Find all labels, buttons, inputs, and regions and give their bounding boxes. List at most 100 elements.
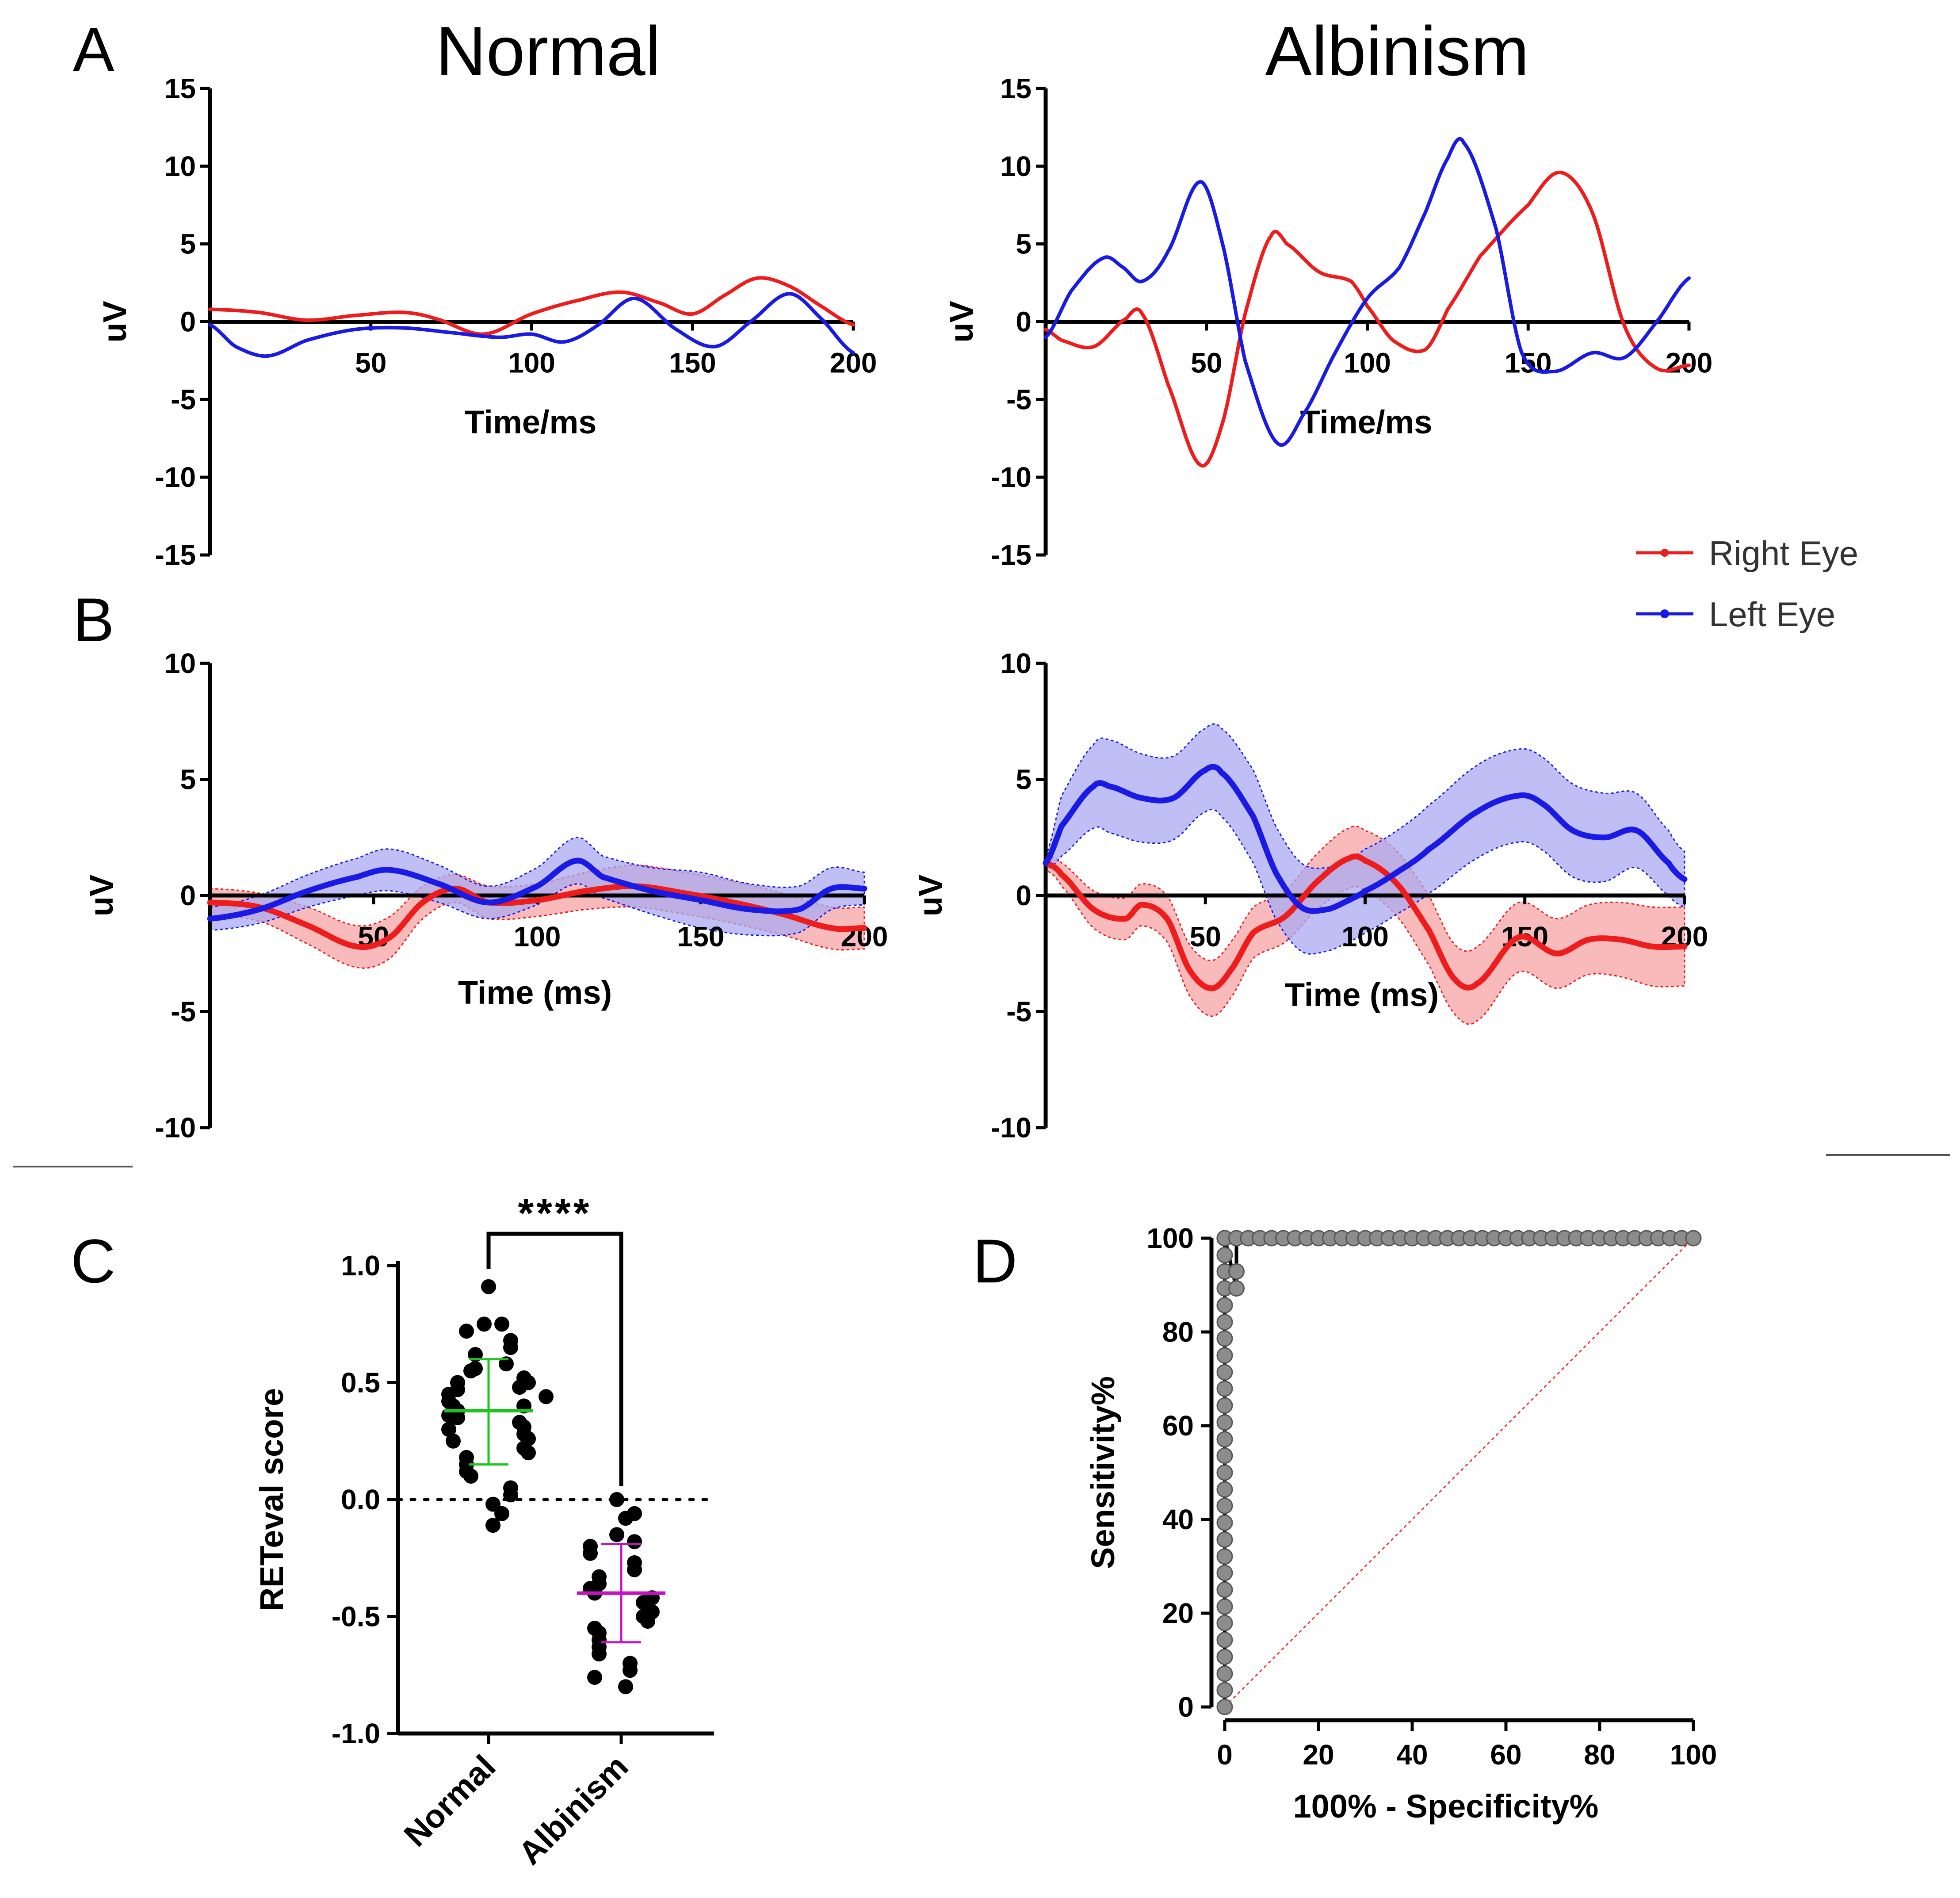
- band-right-eye: [1045, 825, 1685, 1025]
- data-point-normal: [494, 1506, 509, 1521]
- panel-letter-c: C: [71, 1226, 115, 1296]
- y-tick-label: -10: [991, 461, 1032, 493]
- data-point-normal: [539, 1389, 554, 1404]
- y-tick-label: 1.0: [341, 1250, 380, 1282]
- band-left-eye: [1045, 723, 1685, 955]
- y-tick-label: 5: [180, 228, 196, 260]
- data-point-normal: [503, 1487, 518, 1503]
- legend-left-eye-label: Left Eye: [1709, 595, 1835, 634]
- y-tick-label: -0.5: [332, 1601, 380, 1633]
- data-point-albinism: [618, 1679, 633, 1695]
- roc-point: [1216, 1330, 1233, 1347]
- x-tick-label: 200: [1666, 347, 1713, 379]
- x-tick-label: 20: [1303, 1739, 1334, 1771]
- roc-point: [1216, 1531, 1233, 1548]
- x-tick-label: 100: [1670, 1739, 1717, 1771]
- x-axis-label: Time (ms): [458, 974, 612, 1011]
- y-tick-label: 100: [1146, 1222, 1194, 1254]
- x-tick-label: 50: [1190, 921, 1221, 953]
- data-point-normal: [441, 1422, 456, 1437]
- x-tick-label: 100: [514, 921, 561, 953]
- roc-point: [1216, 1347, 1233, 1364]
- roc-point: [1216, 1414, 1233, 1431]
- y-tick-label: 0: [1016, 306, 1032, 338]
- data-point-albinism: [609, 1492, 624, 1507]
- x-tick-label: 60: [1490, 1739, 1521, 1771]
- y-axis-label: Sensitivity%: [1085, 1376, 1121, 1569]
- x-tick-label: 80: [1584, 1739, 1615, 1771]
- title-normal: Normal: [436, 12, 661, 90]
- roc-point: [1216, 1548, 1233, 1565]
- data-point-albinism: [618, 1511, 633, 1526]
- data-point-normal: [485, 1518, 501, 1533]
- roc-point: [1216, 1431, 1233, 1448]
- data-point-albinism: [627, 1562, 642, 1577]
- y-tick-label: 80: [1162, 1316, 1194, 1348]
- roc-point: [1216, 1497, 1233, 1514]
- data-point-albinism: [627, 1534, 642, 1550]
- data-point-normal: [463, 1363, 478, 1379]
- significance-stars: ****: [518, 1191, 592, 1236]
- y-tick-label: 5: [180, 764, 196, 796]
- y-tick-label: 15: [1000, 73, 1032, 104]
- y-tick-label: -5: [171, 996, 196, 1028]
- roc-point: [1228, 1263, 1245, 1280]
- roc-point: [1216, 1247, 1233, 1263]
- data-point-normal: [494, 1316, 509, 1332]
- y-tick-label: -15: [991, 539, 1032, 571]
- roc-point: [1216, 1649, 1233, 1665]
- y-tick-label: 5: [1016, 228, 1032, 260]
- x-tick-label: 0: [1217, 1739, 1233, 1771]
- y-tick-label: 10: [1000, 647, 1032, 679]
- x-axis-label: Time/ms: [1300, 404, 1433, 440]
- y-axis-label: uV: [912, 875, 949, 917]
- data-point-normal: [450, 1410, 465, 1425]
- roc-point: [1216, 1314, 1233, 1331]
- x-axis-label: 100% - Specificity%: [1293, 1788, 1599, 1825]
- series-line-right-eye: [1044, 170, 1691, 468]
- y-tick-label: -10: [155, 461, 196, 493]
- roc-point: [1216, 1615, 1233, 1631]
- y-tick-label: 0: [1178, 1691, 1194, 1723]
- data-point-normal: [485, 1496, 501, 1512]
- roc-point: [1216, 1514, 1233, 1531]
- legend-right-eye-label: Right Eye: [1709, 534, 1858, 573]
- x-tick-label: 150: [677, 921, 725, 953]
- y-tick-label: 10: [164, 150, 196, 182]
- x-tick-label: 40: [1396, 1739, 1428, 1771]
- y-tick-label: 40: [1162, 1504, 1194, 1535]
- roc-point: [1216, 1682, 1233, 1699]
- y-axis-label: RETeval score: [253, 1388, 290, 1611]
- panel-letter-b: B: [73, 585, 114, 654]
- y-tick-label: 10: [164, 647, 196, 679]
- data-point-normal: [446, 1433, 461, 1449]
- data-point-normal: [481, 1279, 496, 1294]
- roc-point: [1216, 1297, 1233, 1314]
- data-point-normal: [463, 1469, 478, 1484]
- y-tick-label: -10: [155, 1112, 196, 1144]
- series-line-left-eye: [207, 857, 867, 922]
- y-tick-label: 0.0: [341, 1484, 380, 1515]
- y-tick-label: 5: [1016, 764, 1032, 796]
- roc-point: [1216, 1464, 1233, 1481]
- x-axis-label: Time (ms): [1285, 976, 1439, 1013]
- roc-point: [1685, 1230, 1702, 1247]
- roc-point: [1216, 1631, 1233, 1648]
- y-tick-label: 20: [1162, 1597, 1194, 1629]
- y-tick-label: 0: [180, 306, 196, 338]
- panel-letter-a: A: [73, 15, 115, 84]
- data-point-normal: [459, 1324, 474, 1339]
- data-point-normal: [503, 1340, 518, 1355]
- roc-point: [1216, 1397, 1233, 1414]
- roc-point: [1216, 1364, 1233, 1381]
- roc-point: [1216, 1699, 1233, 1715]
- roc-point: [1216, 1447, 1233, 1464]
- y-axis-label: uV: [83, 875, 120, 917]
- y-tick-label: 15: [164, 73, 196, 104]
- roc-point: [1216, 1665, 1233, 1682]
- roc-point: [1216, 1581, 1233, 1598]
